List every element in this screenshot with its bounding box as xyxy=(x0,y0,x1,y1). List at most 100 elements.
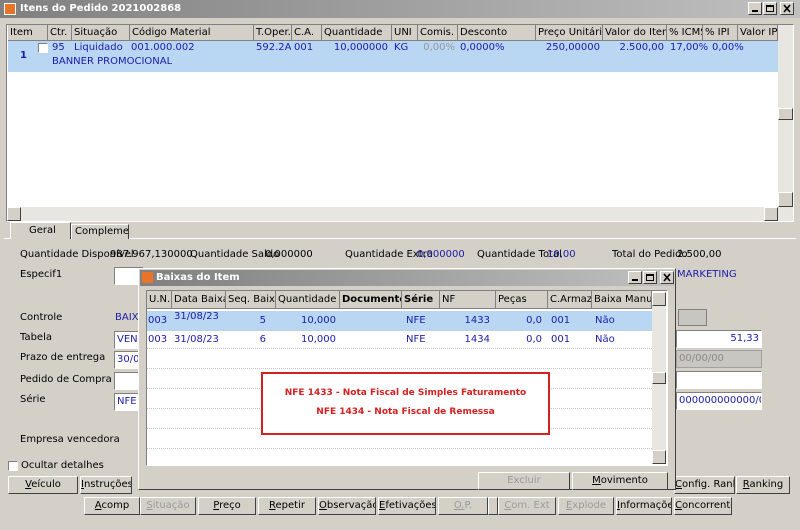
scroll-right[interactable] xyxy=(764,207,778,221)
cell-pecas: 0,0 xyxy=(526,315,542,326)
annotation-box xyxy=(261,372,550,435)
selected-row xyxy=(147,311,652,331)
cell-item: 1 xyxy=(20,50,27,61)
title-bar xyxy=(0,0,800,18)
cell-quantidade: 10,000000 xyxy=(333,42,388,53)
window-control[interactable] xyxy=(643,271,657,284)
cell-quantidade: 10,000 xyxy=(301,334,336,345)
row-line xyxy=(147,348,652,349)
column-header: Item xyxy=(8,25,48,41)
scroll-thumb xyxy=(778,108,793,120)
dialog-icon xyxy=(142,272,153,283)
row-checkbox[interactable] xyxy=(38,43,48,53)
button[interactable]: Movimento xyxy=(572,472,668,490)
window-control[interactable] xyxy=(628,271,642,284)
control-glyph xyxy=(766,5,774,12)
input[interactable] xyxy=(676,371,762,389)
selected-row xyxy=(8,41,778,72)
form-label: Pedido de Compra xyxy=(20,374,112,385)
button[interactable]: Situação xyxy=(140,497,196,515)
cell-quantidade: 10,000 xyxy=(301,315,336,326)
scroll-left[interactable] xyxy=(7,207,21,221)
column-header: Documento xyxy=(340,291,402,309)
input[interactable]: 000000000000/0 xyxy=(676,392,762,410)
scroll-down[interactable] xyxy=(778,192,793,207)
input-disabled xyxy=(678,309,707,326)
cell-desconto: 0,0000% xyxy=(460,42,505,53)
column-header: C.A. xyxy=(292,25,322,41)
control-glyph xyxy=(752,10,758,12)
window-control[interactable] xyxy=(780,2,794,15)
row-line xyxy=(147,368,652,369)
summary-value: 0,000000 xyxy=(265,249,313,260)
column-header: % IPI xyxy=(703,25,738,41)
checkbox[interactable] xyxy=(8,461,18,471)
column-header: U.N. xyxy=(147,291,172,309)
row-line xyxy=(147,448,652,449)
cell-uni: KG xyxy=(394,42,409,53)
tab-panel-border xyxy=(4,238,796,240)
cell-ipi: 0,00% xyxy=(712,42,744,53)
annotation-text: NFE 1434 - Nota Fiscal de Remessa xyxy=(316,407,495,417)
button[interactable]: Instruções xyxy=(80,476,132,494)
button[interactable]: Veículo xyxy=(8,476,78,494)
dialog-title-bar xyxy=(140,270,674,286)
button[interactable]: Observação xyxy=(318,497,376,515)
button[interactable]: Excluir xyxy=(478,472,570,490)
button[interactable]: Com. Ext xyxy=(498,497,556,515)
column-header: Baixa Manual xyxy=(592,291,652,309)
cell-valor-item: 2.500,00 xyxy=(619,42,664,53)
cell-serie: NFE xyxy=(406,315,426,326)
button[interactable]: Config. Rank. xyxy=(674,476,735,494)
column-header: NF xyxy=(440,291,496,309)
window-control[interactable] xyxy=(748,2,762,15)
column-header: Quantidade xyxy=(276,291,340,309)
column-header: UNI xyxy=(392,25,418,41)
column-header: Seq. Baixa xyxy=(226,291,276,309)
cell-data: 31/08/23 xyxy=(174,311,219,322)
form-label: Controle xyxy=(20,312,63,323)
control-glyph xyxy=(632,279,638,281)
scroll-down[interactable] xyxy=(652,450,666,464)
annotation-text: NFE 1433 - Nota Fiscal de Simples Fatura… xyxy=(284,388,527,398)
cell-serie: NFE xyxy=(406,334,426,345)
cell-seq: 5 xyxy=(259,315,266,326)
button[interactable]: Acomp xyxy=(84,497,140,515)
window-control[interactable] xyxy=(763,2,777,15)
form-label: Série xyxy=(20,394,46,405)
input[interactable]: 30/0 xyxy=(114,351,144,369)
button[interactable]: O.P. xyxy=(438,497,488,515)
button[interactable]: Repetir xyxy=(258,497,316,515)
column-header: T.Oper. xyxy=(254,25,292,41)
form-label: Prazo de entrega xyxy=(20,352,106,363)
app-icon xyxy=(4,3,16,15)
cell-ctr: 95 xyxy=(52,42,65,53)
input[interactable]: 51,33 xyxy=(676,330,762,348)
column-header: Valor do Item xyxy=(603,25,667,41)
button[interactable]: Concorrente xyxy=(674,497,732,515)
field-text: MARKETING xyxy=(677,269,737,280)
column-header: Quantidade xyxy=(322,25,392,41)
form-label: Empresa vencedora xyxy=(20,434,120,445)
button[interactable]: Ranking xyxy=(736,476,790,494)
tab[interactable]: Complemento xyxy=(71,224,129,239)
cell-ca: 001 xyxy=(294,42,314,53)
tab[interactable]: Geral xyxy=(10,222,71,239)
button[interactable]: Preço xyxy=(198,497,256,515)
dropdown-button[interactable] xyxy=(488,497,498,515)
window-control[interactable] xyxy=(660,271,674,284)
cell-t-oper: 592.2A xyxy=(256,42,292,53)
form-label: Especif1 xyxy=(20,269,63,280)
summary-label: Quantidade Disponível xyxy=(20,249,134,260)
button[interactable]: Informações xyxy=(616,497,672,515)
button[interactable]: Explode xyxy=(558,497,614,515)
cell-armaz: 001 xyxy=(551,334,571,345)
cell-manual: Não xyxy=(595,315,615,326)
column-header: Ctr. xyxy=(48,25,72,41)
scroll-thumb xyxy=(652,372,666,384)
scroll-up[interactable] xyxy=(652,292,666,306)
cell-codigo: 001.000.002 xyxy=(131,42,195,53)
cell-pecas: 0,0 xyxy=(526,334,542,345)
button[interactable]: Efetivações xyxy=(378,497,436,515)
cell-data: 31/08/23 xyxy=(174,334,219,345)
